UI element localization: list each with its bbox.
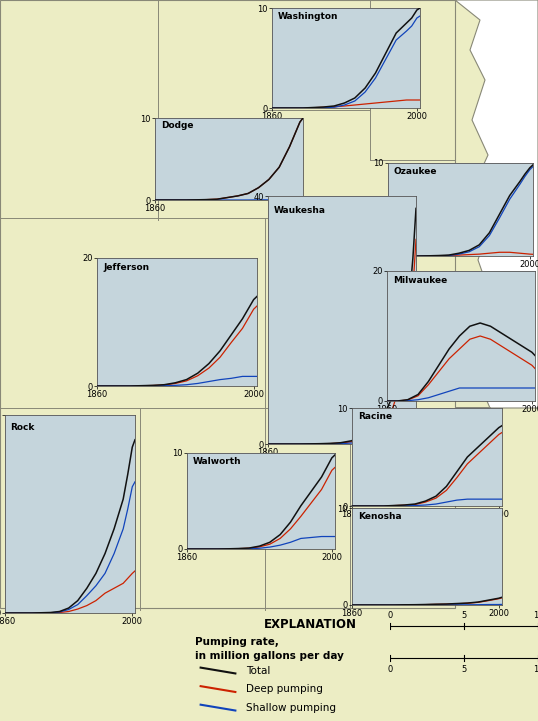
Text: 10: 10 bbox=[533, 611, 538, 620]
Text: Milwaukee: Milwaukee bbox=[393, 276, 447, 286]
Text: Rock: Rock bbox=[10, 423, 34, 432]
Text: Pumping rate,: Pumping rate, bbox=[195, 637, 279, 647]
Text: Kenosha: Kenosha bbox=[358, 512, 402, 521]
Text: Deep pumping: Deep pumping bbox=[246, 684, 322, 694]
Text: Dodge: Dodge bbox=[161, 121, 194, 131]
Text: Racine: Racine bbox=[358, 412, 392, 421]
Text: Total: Total bbox=[246, 665, 270, 676]
Text: 5: 5 bbox=[462, 665, 466, 674]
Text: EXPLANATION: EXPLANATION bbox=[264, 618, 357, 631]
Text: 0: 0 bbox=[387, 665, 393, 674]
Text: Walworth: Walworth bbox=[193, 457, 242, 466]
Text: 10: 10 bbox=[533, 665, 538, 674]
Text: Washington: Washington bbox=[278, 12, 338, 21]
Text: Shallow pumping: Shallow pumping bbox=[246, 702, 336, 712]
Text: 0: 0 bbox=[387, 611, 393, 620]
Text: in million gallons per day: in million gallons per day bbox=[195, 651, 344, 661]
Text: 5: 5 bbox=[462, 611, 466, 620]
Bar bbox=[0, 0, 455, 608]
Text: Waukesha: Waukesha bbox=[274, 206, 326, 215]
Text: Jefferson: Jefferson bbox=[103, 263, 150, 272]
Polygon shape bbox=[455, 0, 538, 408]
Text: Ozaukee: Ozaukee bbox=[394, 167, 437, 176]
